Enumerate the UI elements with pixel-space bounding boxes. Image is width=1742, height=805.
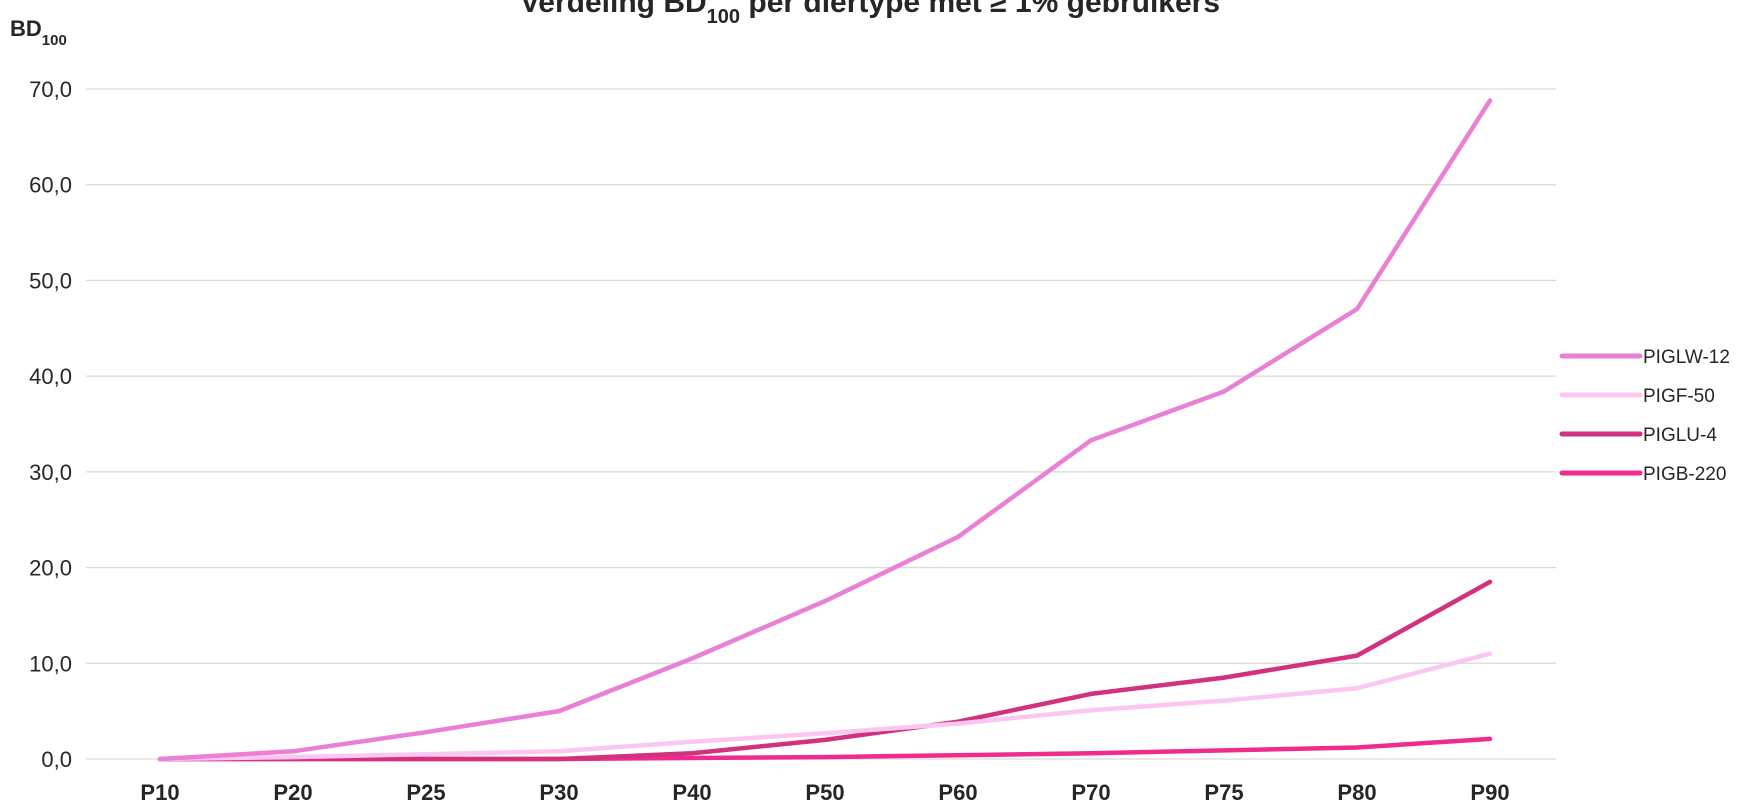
x-tick-label: P20	[273, 780, 312, 805]
x-tick-label: P30	[539, 780, 578, 805]
y-tick-label: 10,0	[29, 651, 72, 676]
x-tick-label: P90	[1470, 780, 1509, 805]
x-tick-label: P70	[1071, 780, 1110, 805]
y-tick-label: 20,0	[29, 556, 72, 581]
x-axis-ticks: P10 P20 P25 P30 P40 P50 P60 P70 P75 P80 P90	[140, 780, 1509, 805]
series-line-pigf-50	[157, 651, 1493, 762]
y-tick-label: 0,0	[41, 747, 72, 772]
y-axis-ticks: 0,0 10,0 20,0 30,0 40,0 50,0 60,0 70,0	[29, 77, 72, 772]
legend-label: PIGLU-4	[1643, 425, 1717, 446]
legend: PIGLW-12 PIGF-50 PIGLU-4 PIGB-220	[1559, 347, 1730, 485]
x-tick-label: P40	[672, 780, 711, 805]
y-axis-label: BD100	[10, 16, 67, 49]
chart-title: Verdeling BD100 per diertype met ≥ 1% ge…	[520, 0, 1220, 28]
x-tick-label: P80	[1337, 780, 1376, 805]
series-lines	[157, 98, 1493, 762]
legend-label: PIGB-220	[1643, 464, 1726, 485]
x-tick-label: P10	[140, 780, 179, 805]
gridlines	[86, 88, 1556, 760]
y-tick-label: 60,0	[29, 173, 72, 198]
y-tick-label: 70,0	[29, 77, 72, 102]
x-tick-label: P25	[406, 780, 445, 805]
legend-label: PIGF-50	[1643, 386, 1715, 407]
series-line-piglw-12	[157, 98, 1493, 762]
x-tick-label: P50	[805, 780, 844, 805]
y-tick-label: 30,0	[29, 460, 72, 485]
legend-label: PIGLW-12	[1643, 347, 1730, 368]
series-line-piglu-4	[157, 579, 1493, 762]
x-tick-label: P75	[1204, 780, 1243, 805]
x-tick-label: P60	[938, 780, 977, 805]
y-tick-label: 50,0	[29, 268, 72, 293]
y-tick-label: 40,0	[29, 364, 72, 389]
